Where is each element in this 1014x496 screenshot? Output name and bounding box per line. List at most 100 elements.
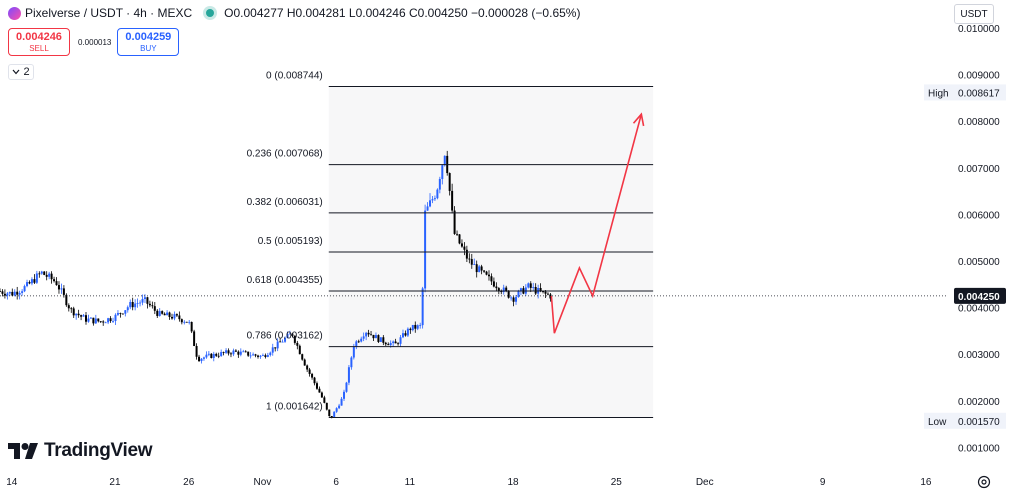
candle <box>338 403 341 410</box>
price-tick-label: 0.006000 <box>958 210 1000 221</box>
candle <box>433 195 436 202</box>
candle-body <box>80 315 83 317</box>
candle-body <box>178 315 181 320</box>
candle-body <box>328 409 331 417</box>
marker-value: 0.001570 <box>958 417 1000 428</box>
gear-icon[interactable] <box>977 475 991 489</box>
candle <box>357 339 360 343</box>
candle-body <box>343 391 346 399</box>
candle <box>112 317 115 323</box>
candle-body <box>350 357 353 368</box>
candle <box>360 336 363 343</box>
candle <box>549 292 552 302</box>
candle-body <box>279 341 282 343</box>
sell-button[interactable]: 0.004246 SELL <box>8 28 70 56</box>
candle-body <box>355 341 358 347</box>
candle-body <box>190 321 193 332</box>
candle-body <box>271 347 274 353</box>
candle-body <box>487 274 490 277</box>
buy-button[interactable]: 0.004259 BUY <box>117 28 180 56</box>
candle <box>266 352 269 358</box>
candle <box>23 284 26 293</box>
market-open-icon <box>206 9 215 17</box>
candle <box>448 172 451 196</box>
candle <box>424 204 427 293</box>
candle-body <box>286 333 289 338</box>
currency-select[interactable]: USDT <box>954 4 994 24</box>
candle <box>257 354 260 359</box>
candle <box>291 333 294 338</box>
candle-body <box>448 173 451 191</box>
candle <box>284 336 287 343</box>
candle <box>451 183 454 214</box>
candle <box>365 331 368 341</box>
candle <box>370 331 373 336</box>
candle-body <box>23 286 26 292</box>
indicators-toggle-button[interactable]: 2 <box>8 64 34 80</box>
candle <box>116 310 119 316</box>
candle <box>406 327 409 338</box>
candle <box>180 318 183 325</box>
candle <box>379 337 382 343</box>
candle-body <box>483 270 486 272</box>
candle <box>485 270 488 276</box>
candle <box>465 245 468 262</box>
candle-body <box>485 271 488 275</box>
candle-body <box>475 264 478 273</box>
fib-label: 0.5 (0.005193) <box>258 236 323 247</box>
candle <box>274 347 277 352</box>
symbol-title[interactable]: Pixelverse / USDT · 4h · MEXC <box>25 6 193 20</box>
candle <box>207 350 210 357</box>
candle-body <box>239 351 242 355</box>
candle <box>279 338 282 343</box>
last-price-marker: 0.004250 <box>954 287 1006 304</box>
time-tick-label: Dec <box>696 477 714 488</box>
candle <box>362 332 365 342</box>
buy-label: BUY <box>140 43 157 53</box>
candle <box>421 286 424 329</box>
time-tick-label: 26 <box>183 477 195 488</box>
candle-body <box>18 292 21 295</box>
candle <box>136 298 139 308</box>
candle-body <box>60 288 63 290</box>
candle-body <box>453 210 456 234</box>
price-tick-label: 0.008000 <box>958 117 1000 128</box>
candle-body <box>392 341 395 344</box>
candle <box>264 353 267 359</box>
candle-body <box>207 353 210 355</box>
candle-body <box>507 290 510 298</box>
candle <box>185 321 188 323</box>
candle-body <box>367 332 370 335</box>
candle-body <box>70 308 73 310</box>
candle <box>26 279 29 288</box>
candle <box>367 329 370 337</box>
candle-body <box>382 337 385 343</box>
candle <box>109 316 112 323</box>
candle-body <box>55 281 58 286</box>
candle <box>1 289 4 297</box>
candle <box>107 317 110 325</box>
candle-body <box>254 354 257 356</box>
candle <box>350 356 353 370</box>
candle <box>399 334 402 347</box>
candle-body <box>16 291 19 295</box>
sell-label: SELL <box>29 43 49 53</box>
candle <box>271 343 274 356</box>
fib-label: 0 (0.008744) <box>266 70 323 81</box>
candle <box>382 335 385 346</box>
candle-body <box>33 279 36 283</box>
candle <box>146 296 149 309</box>
candle-body <box>143 297 146 299</box>
symbol-header: Pixelverse / USDT · 4h · MEXC O0.004277 … <box>8 4 580 22</box>
price-markers: 0.004250 High 0.008617 Low 0.001570 <box>924 84 1006 429</box>
candle <box>28 280 31 285</box>
candle <box>151 301 154 309</box>
candle <box>345 381 348 393</box>
candle <box>119 312 122 318</box>
candle-body <box>338 405 341 409</box>
candle <box>490 273 493 285</box>
candle <box>8 291 11 296</box>
candle <box>436 188 439 200</box>
candle <box>153 302 156 315</box>
